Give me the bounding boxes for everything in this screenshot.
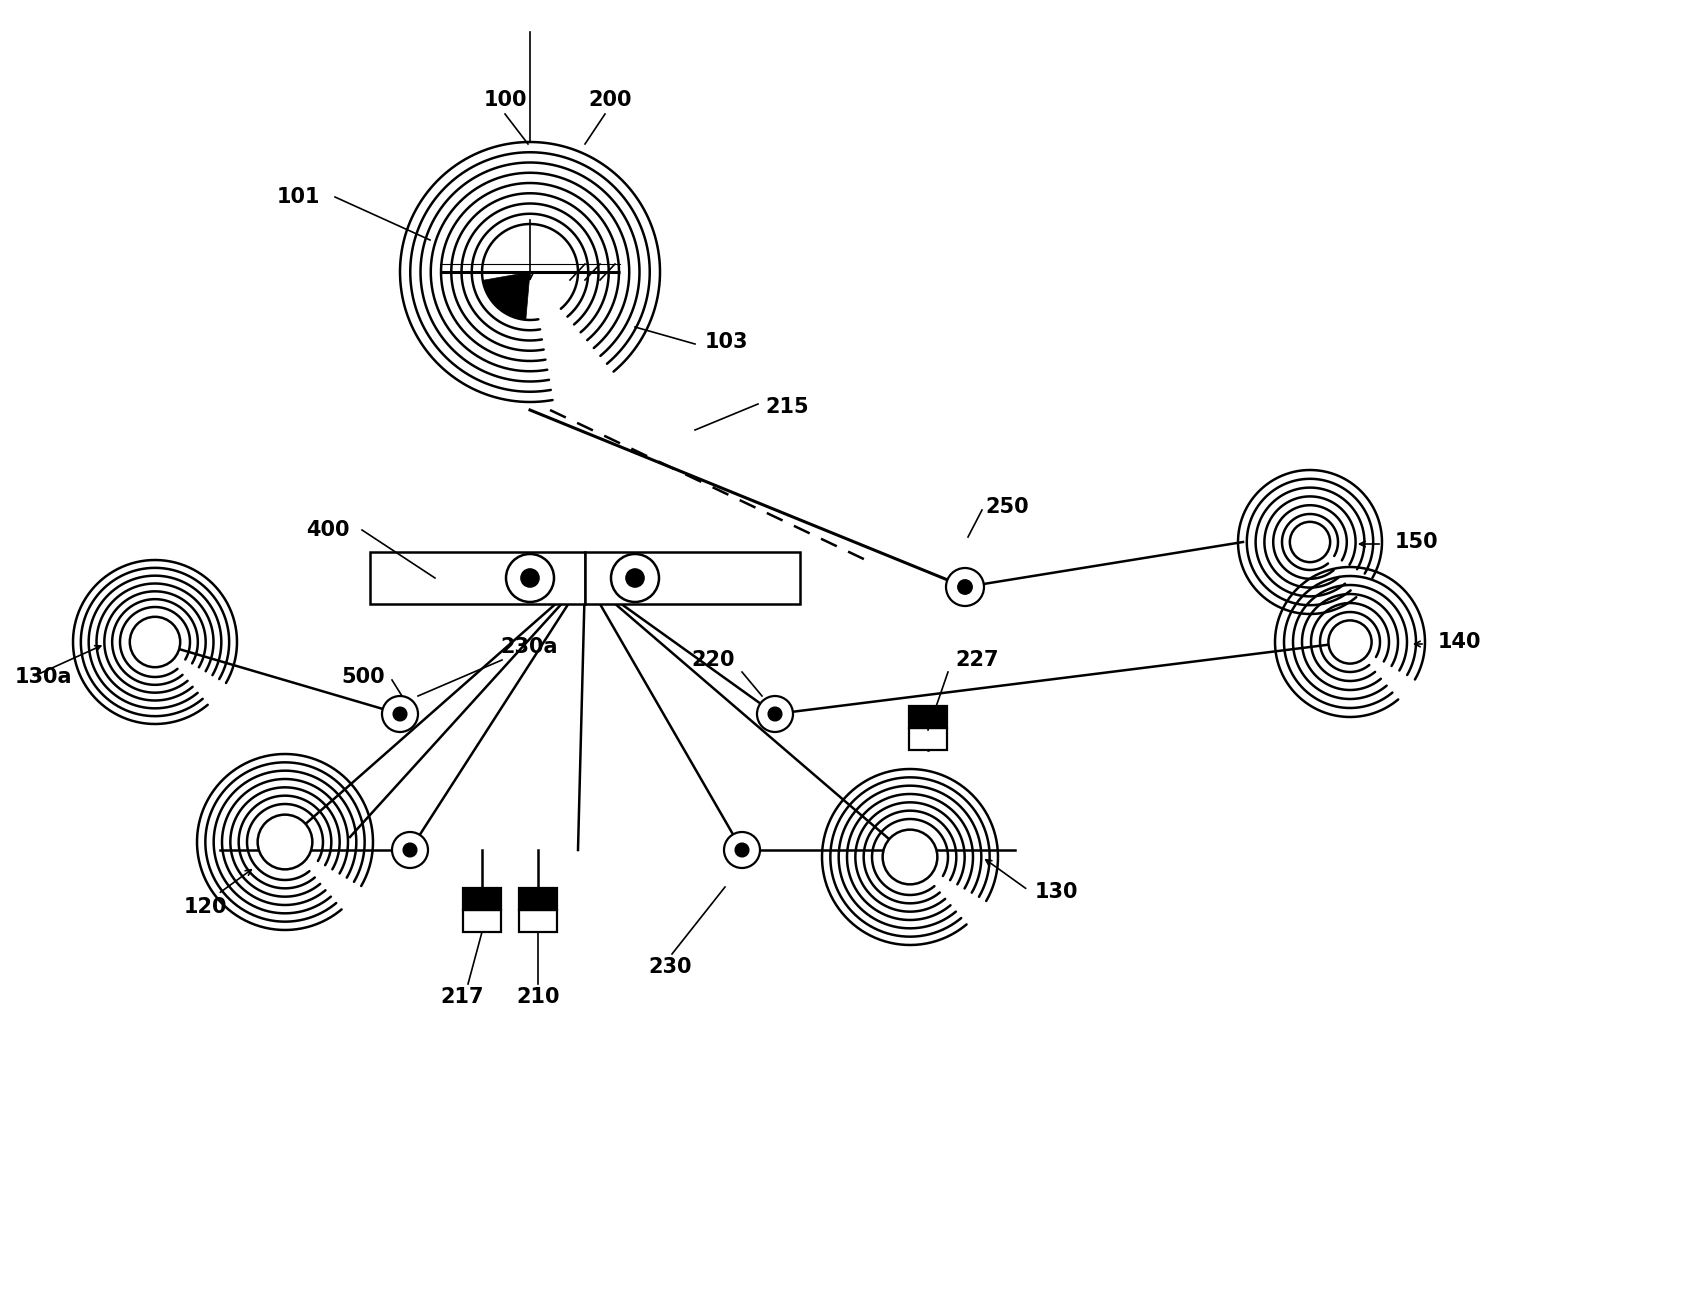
Circle shape xyxy=(627,568,644,587)
Circle shape xyxy=(767,707,781,721)
Text: 140: 140 xyxy=(1438,632,1481,652)
Bar xyxy=(370,552,586,603)
Circle shape xyxy=(394,707,408,721)
Circle shape xyxy=(1290,522,1330,562)
Bar xyxy=(464,910,501,932)
Circle shape xyxy=(392,832,428,868)
Circle shape xyxy=(258,815,312,870)
Text: 200: 200 xyxy=(588,90,632,110)
Circle shape xyxy=(757,696,793,733)
Bar xyxy=(520,910,557,932)
Circle shape xyxy=(129,616,180,667)
Text: 130a: 130a xyxy=(15,667,73,687)
Text: 120: 120 xyxy=(183,897,228,917)
Text: 250: 250 xyxy=(985,497,1029,517)
Text: 150: 150 xyxy=(1396,532,1438,552)
Bar xyxy=(586,552,800,603)
Text: 230a: 230a xyxy=(499,637,557,658)
Text: 217: 217 xyxy=(440,987,484,1006)
Circle shape xyxy=(946,568,985,606)
Bar xyxy=(520,888,557,910)
Text: 215: 215 xyxy=(766,397,808,417)
Circle shape xyxy=(883,829,937,884)
Circle shape xyxy=(723,832,761,868)
Text: 230: 230 xyxy=(649,957,691,977)
Bar xyxy=(908,705,947,727)
Text: 210: 210 xyxy=(516,987,560,1006)
Circle shape xyxy=(958,580,973,594)
Bar xyxy=(464,888,501,910)
Circle shape xyxy=(735,844,749,857)
Text: 101: 101 xyxy=(277,187,319,207)
Circle shape xyxy=(487,230,572,314)
Circle shape xyxy=(402,844,416,857)
Circle shape xyxy=(506,554,554,602)
Circle shape xyxy=(382,696,418,733)
Text: 220: 220 xyxy=(691,650,735,671)
Text: 400: 400 xyxy=(307,519,350,540)
Text: 227: 227 xyxy=(954,650,998,671)
Bar xyxy=(908,727,947,749)
Circle shape xyxy=(521,568,540,587)
Circle shape xyxy=(611,554,659,602)
Text: 103: 103 xyxy=(705,332,749,351)
Text: 130: 130 xyxy=(1036,882,1078,902)
Text: 500: 500 xyxy=(341,667,385,687)
Wedge shape xyxy=(482,273,530,320)
Circle shape xyxy=(1328,620,1372,664)
Text: 100: 100 xyxy=(484,90,526,110)
